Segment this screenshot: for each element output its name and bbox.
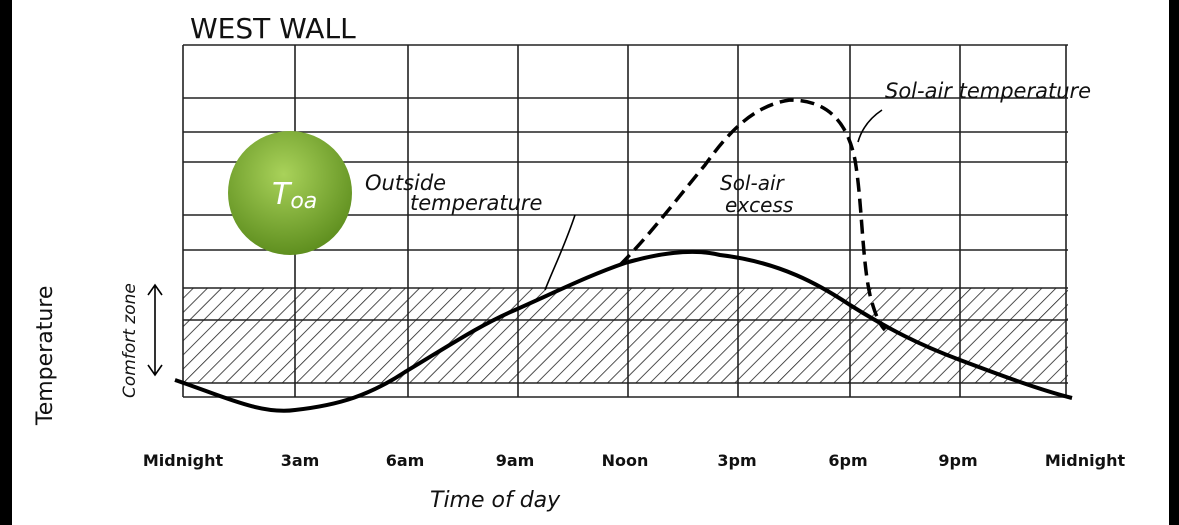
annotation: Comfort zone bbox=[120, 283, 140, 398]
x-axis-label: Time of day bbox=[430, 488, 561, 513]
right-border bbox=[1169, 0, 1179, 525]
x-tick-label: 3pm bbox=[717, 451, 756, 470]
title: WEST WALL bbox=[190, 12, 356, 45]
badge-sub: oa bbox=[290, 189, 317, 214]
annotation: temperature bbox=[410, 191, 542, 215]
outside-temperature-curve bbox=[174, 249, 1073, 413]
x-tick-label: Midnight bbox=[143, 451, 224, 470]
arrow bbox=[544, 214, 576, 291]
x-tick-label: 9pm bbox=[938, 451, 977, 470]
x-tick-label: 6am bbox=[386, 451, 425, 470]
badge bbox=[228, 131, 352, 255]
comfort-zone bbox=[183, 288, 1068, 383]
arrow bbox=[857, 109, 883, 143]
x-tick-label: 3am bbox=[281, 451, 320, 470]
comfort-arrow bbox=[147, 283, 163, 377]
annotation: Sol-air bbox=[720, 171, 786, 195]
sol-air-curve bbox=[618, 98, 887, 332]
badge-main: T bbox=[272, 177, 293, 212]
grid bbox=[182, 44, 1068, 398]
x-tick-label: Noon bbox=[602, 451, 649, 470]
y-axis-label: Temperature bbox=[33, 286, 58, 426]
annotation: excess bbox=[725, 193, 793, 217]
x-ticks: Midnight 3am 6am 9am Noon 3pm 6pm 9pm Midnight bbox=[143, 451, 1126, 470]
left-border bbox=[0, 0, 12, 525]
badge-text: Toa bbox=[272, 177, 317, 214]
x-tick-label: 9am bbox=[496, 451, 535, 470]
annotation: Sol-air temperature bbox=[885, 79, 1091, 103]
x-tick-label: 6pm bbox=[828, 451, 867, 470]
x-tick-label: Midnight bbox=[1045, 451, 1126, 470]
annotation: Outside bbox=[365, 171, 446, 195]
